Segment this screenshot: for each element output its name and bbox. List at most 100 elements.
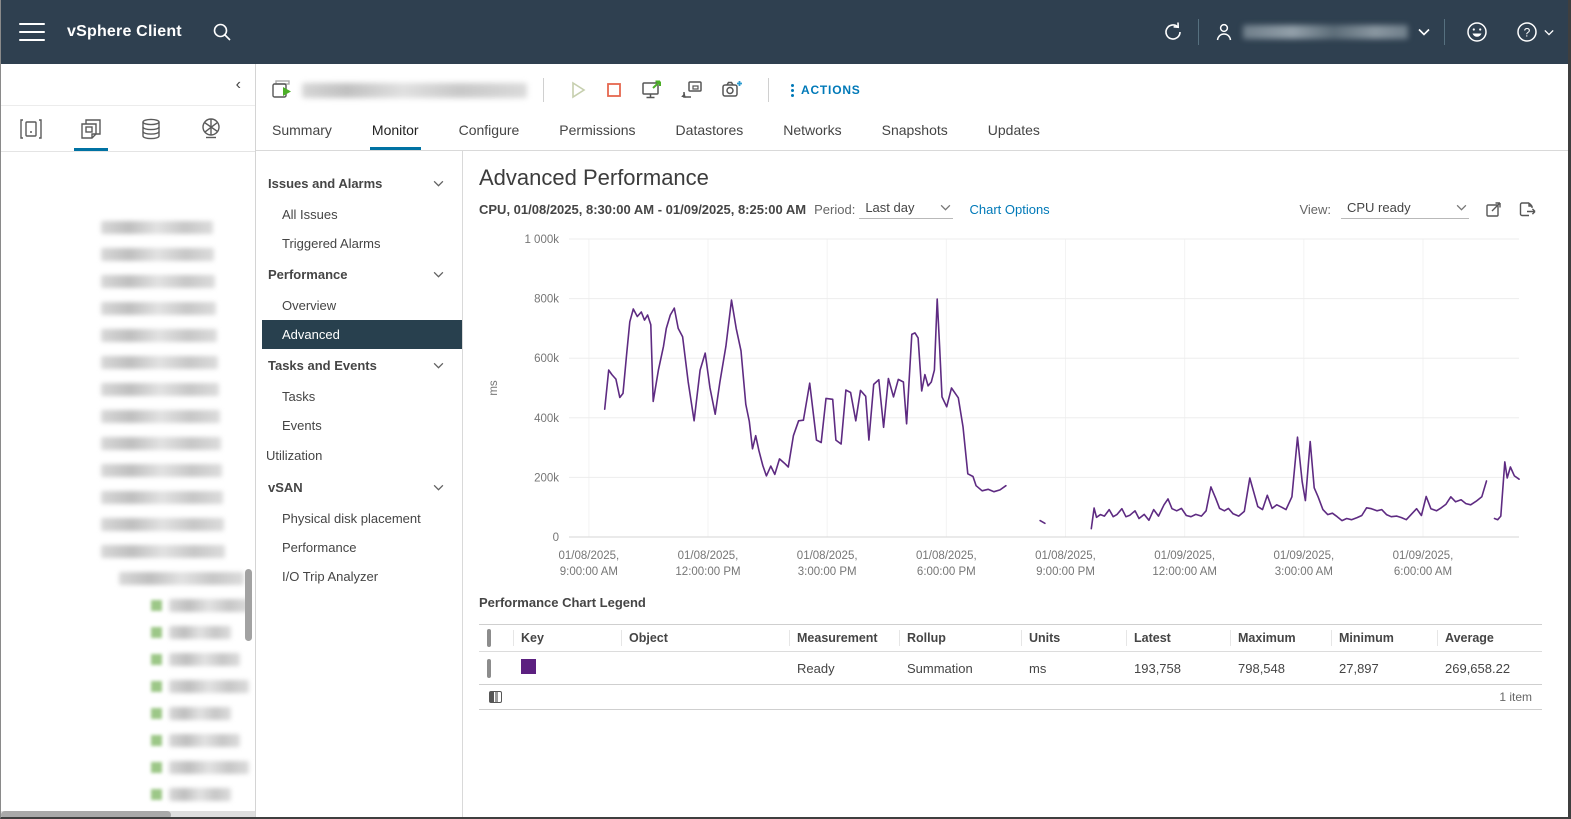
tab-networks[interactable]: Networks — [783, 122, 842, 138]
row-checkbox[interactable] — [487, 658, 491, 678]
cell-average: 269,658.22 — [1445, 660, 1511, 676]
inventory-tree-item[interactable] — [1, 538, 255, 565]
subnav-group-vsan[interactable]: vSAN — [256, 471, 462, 504]
subnav-item-vsan-performance[interactable]: Performance — [282, 540, 357, 555]
tree-label-redacted — [169, 599, 249, 612]
subnav-group-label: Tasks and Events — [268, 358, 377, 373]
feedback-smiley-icon[interactable] — [1465, 20, 1489, 44]
inventory-tree-item[interactable] — [1, 268, 255, 295]
chart-options-link[interactable]: Chart Options — [969, 201, 1050, 217]
inventory-tree-item[interactable] — [1, 322, 255, 349]
inventory-tree-item[interactable] — [1, 700, 255, 727]
subnav-item-overview[interactable]: Overview — [282, 298, 337, 313]
svg-text:9:00:00 PM: 9:00:00 PM — [1036, 566, 1095, 578]
actions-dots-icon — [791, 83, 794, 97]
user-menu[interactable] — [1213, 21, 1430, 43]
tab-hosts-and-clusters[interactable] — [1, 106, 61, 151]
refresh-icon[interactable] — [1162, 21, 1184, 43]
popout-chart-button[interactable] — [1485, 201, 1502, 218]
inventory-tree-item[interactable] — [1, 484, 255, 511]
view-select[interactable]: CPU ready — [1341, 199, 1469, 219]
select-all-checkbox[interactable] — [487, 629, 491, 647]
cell-measurement: Ready — [797, 660, 835, 676]
tab-updates[interactable]: Updates — [987, 122, 1040, 138]
power-off-button[interactable] — [605, 81, 623, 99]
period-select[interactable]: Last day — [859, 199, 954, 219]
inventory-tree-item[interactable] — [1, 754, 255, 781]
sidebar-collapse-icon[interactable]: ‹ — [235, 75, 241, 93]
inventory-tree-item[interactable] — [1, 403, 255, 430]
tab-snapshots[interactable]: Snapshots — [881, 122, 948, 138]
search-icon[interactable] — [212, 22, 232, 42]
take-snapshot-button[interactable] — [721, 80, 743, 100]
inventory-tree-item[interactable] — [1, 349, 255, 376]
inventory-tree-item[interactable] — [1, 646, 255, 673]
inventory-tree-item[interactable] — [1, 619, 255, 646]
sidebar-horizontal-scrollbar[interactable] — [1, 811, 255, 817]
tab-configure[interactable]: Configure — [458, 122, 520, 138]
vm-powered-on-icon — [151, 627, 162, 638]
vms-and-templates-icon — [81, 118, 101, 139]
item-count: 1 item — [1499, 690, 1532, 704]
tab-storage[interactable] — [121, 106, 181, 151]
vm-name-redacted — [302, 82, 527, 98]
tree-label-redacted — [169, 653, 240, 666]
inventory-tree-item[interactable] — [1, 565, 255, 592]
tab-networking[interactable] — [181, 106, 241, 151]
tab-monitor[interactable]: Monitor — [369, 118, 421, 150]
svg-text:01/09/2025,: 01/09/2025, — [1393, 550, 1454, 562]
tab-permissions[interactable]: Permissions — [559, 122, 636, 138]
tree-label-redacted — [101, 545, 225, 558]
col-measurement: Measurement — [789, 624, 899, 652]
sidebar-vertical-scrollbar[interactable] — [245, 569, 252, 641]
launch-console-button[interactable] — [641, 80, 663, 100]
inventory-tree-item[interactable] — [1, 457, 255, 484]
export-chart-button[interactable] — [1518, 201, 1536, 218]
subnav-item-io-trip-analyzer[interactable]: I/O Trip Analyzer — [282, 569, 379, 584]
performance-chart[interactable]: 0 200k 400k 600k 800k 1 000k 01/08/2025, 9:00:0… — [479, 225, 1562, 585]
inventory-tree-item[interactable] — [1, 592, 255, 619]
tree-label-redacted — [101, 437, 221, 450]
inventory-tree-item[interactable] — [1, 727, 255, 754]
chevron-down-icon — [433, 271, 444, 278]
inventory-tree-item[interactable] — [1, 214, 255, 241]
svg-text:01/08/2025,: 01/08/2025, — [797, 550, 858, 562]
inventory-tree-item[interactable] — [1, 781, 255, 808]
vm-powered-on-icon — [151, 762, 162, 773]
inventory-tree-item[interactable] — [1, 295, 255, 322]
subnav-group-issues-and-alarms[interactable]: Issues and Alarms — [256, 167, 462, 200]
tree-label-redacted — [101, 464, 222, 477]
power-on-button[interactable] — [569, 81, 587, 99]
subnav-item-physical-disk-placement[interactable]: Physical disk placement — [282, 511, 421, 526]
power-off-icon — [607, 83, 621, 97]
tab-datastores[interactable]: Datastores — [675, 122, 744, 138]
tab-vms-and-templates[interactable] — [61, 106, 121, 151]
app-brand: vSphere Client — [67, 23, 182, 40]
actions-button[interactable]: ACTIONS — [791, 83, 861, 97]
popout-icon — [1486, 201, 1501, 217]
inventory-tree-item[interactable] — [1, 430, 255, 457]
subnav-item-tasks[interactable]: Tasks — [282, 389, 316, 404]
legend-row[interactable]: Ready Summation ms 193,758 798,548 27,89… — [479, 652, 1542, 685]
subnav-item-utilization[interactable]: Utilization — [266, 448, 323, 463]
username-redacted — [1243, 25, 1408, 39]
column-settings-icon[interactable] — [489, 691, 502, 703]
chart-meta-row: CPU, 01/08/2025, 8:30:00 AM - 01/09/2025… — [479, 199, 1562, 219]
hamburger-menu-icon[interactable] — [19, 23, 45, 41]
help-menu[interactable]: ? — [1515, 20, 1554, 44]
networking-icon — [202, 117, 220, 138]
subnav-group-performance[interactable]: Performance — [256, 258, 462, 291]
migrate-button[interactable] — [681, 80, 703, 100]
subnav-item-advanced[interactable]: Advanced — [262, 320, 462, 349]
svg-text:01/09/2025,: 01/09/2025, — [1273, 550, 1334, 562]
tab-summary[interactable]: Summary — [272, 122, 332, 138]
subnav-group-tasks-and-events[interactable]: Tasks and Events — [256, 349, 462, 382]
inventory-tree-item[interactable] — [1, 511, 255, 538]
inventory-tree-item[interactable] — [1, 241, 255, 268]
subnav-item-all-issues[interactable]: All Issues — [282, 207, 338, 222]
inventory-tree-item[interactable] — [1, 376, 255, 403]
view-label: View: — [1299, 201, 1331, 217]
subnav-item-events[interactable]: Events — [282, 418, 322, 433]
subnav-item-triggered-alarms[interactable]: Triggered Alarms — [282, 236, 381, 251]
inventory-tree-item[interactable] — [1, 673, 255, 700]
